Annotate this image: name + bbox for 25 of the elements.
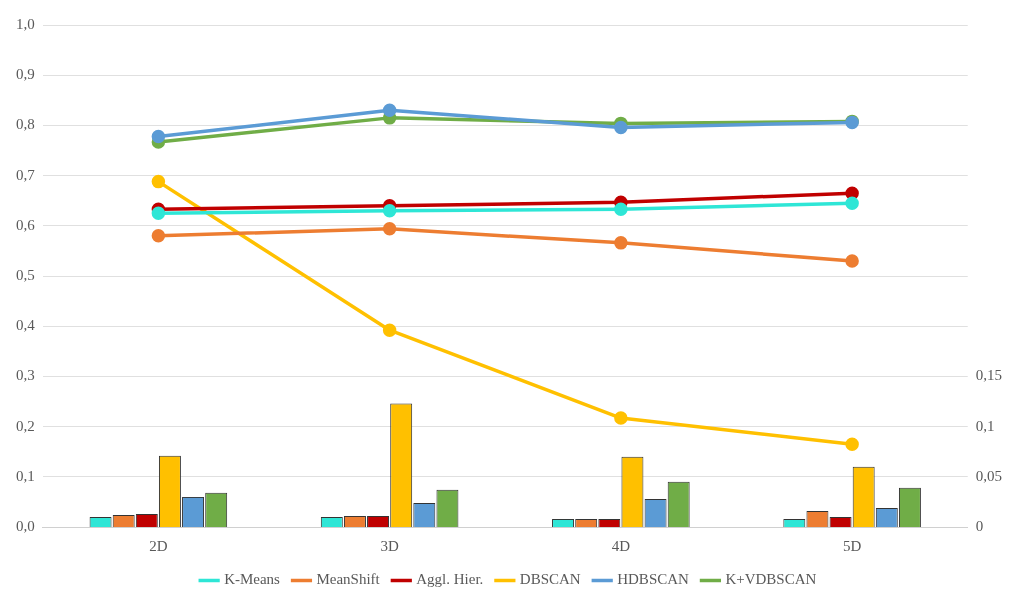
y2-tick-label: 0,15 — [975, 367, 1002, 384]
y-tick-label: 0,9 — [16, 66, 35, 83]
y-tick-label: 0,4 — [16, 317, 36, 334]
y-tick-label: 0,1 — [16, 467, 35, 484]
legend-label: K+VDBSCAN — [725, 571, 817, 588]
y-tick-label: 0,6 — [16, 216, 36, 233]
y-tick-label: 0,3 — [16, 367, 35, 384]
y2-tick-label: 0,05 — [975, 467, 1002, 484]
y-tick-label: 0,0 — [16, 517, 35, 534]
y-tick-label: 0,2 — [16, 417, 35, 434]
x-tick-label: 2D — [149, 537, 168, 554]
legend-label: HDBSCAN — [617, 571, 690, 588]
y-tick-label: 1,0 — [16, 15, 35, 32]
legend-label: MeanShift — [316, 571, 381, 588]
y2-tick-label: 0 — [975, 517, 984, 534]
y-tick-label: 0,7 — [16, 166, 36, 183]
x-tick-label: 5D — [842, 537, 862, 554]
y2-tick-label: 0,1 — [975, 417, 995, 434]
legend-label: DBSCAN — [519, 571, 581, 588]
legend-label: K-Means — [224, 571, 281, 588]
y-tick-label: 0,8 — [16, 116, 35, 133]
x-tick-label: 4D — [611, 537, 631, 554]
legend-label: Aggl. Hier. — [416, 571, 484, 588]
x-tick-label: 3D — [380, 537, 399, 554]
y-tick-label: 0,5 — [16, 266, 35, 283]
